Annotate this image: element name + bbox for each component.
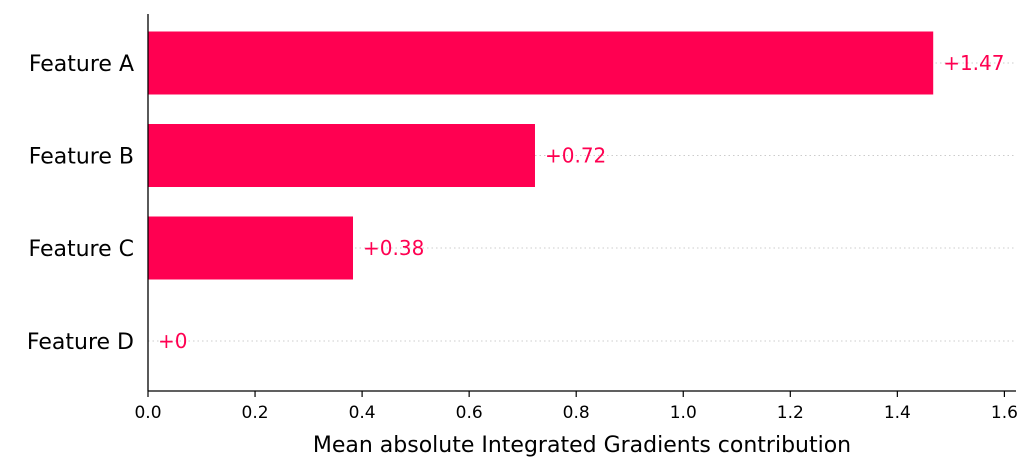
bar-feature-b — [148, 124, 535, 187]
category-label: Feature B — [29, 145, 134, 170]
value-label: +1.47 — [943, 51, 1004, 75]
bar-feature-a — [148, 31, 934, 95]
x-tick-label: 0.6 — [456, 403, 483, 423]
x-tick-label: 1.2 — [777, 403, 804, 423]
x-tick-label: 1.6 — [991, 403, 1018, 423]
x-tick-label: 0.4 — [349, 403, 376, 423]
axes — [147, 14, 1016, 392]
category-label: Feature C — [29, 237, 135, 262]
x-tick-label: 1.0 — [670, 403, 697, 423]
value-labels: +1.47 +0.72 +0.38 +0 — [158, 51, 1005, 353]
bar-feature-c — [148, 216, 354, 280]
category-label: Feature D — [27, 330, 134, 355]
x-tick-label: 0.0 — [134, 403, 161, 423]
x-axis-title: Mean absolute Integrated Gradients contr… — [313, 433, 851, 458]
x-tick-label: 1.4 — [884, 403, 911, 423]
x-tick-label: 0.8 — [563, 403, 590, 423]
guide-lines — [148, 62, 1014, 342]
value-label: +0.38 — [363, 236, 424, 260]
category-labels: Feature A Feature B Feature C Feature D — [27, 52, 134, 355]
category-label: Feature A — [29, 52, 134, 77]
x-tick-label: 0.2 — [242, 403, 269, 423]
value-label: +0 — [158, 329, 187, 353]
bars — [148, 31, 934, 280]
x-ticks: 0.0 0.2 0.4 0.6 0.8 1.0 1.2 1.4 1.6 — [134, 391, 1018, 423]
value-label: +0.72 — [545, 144, 606, 168]
